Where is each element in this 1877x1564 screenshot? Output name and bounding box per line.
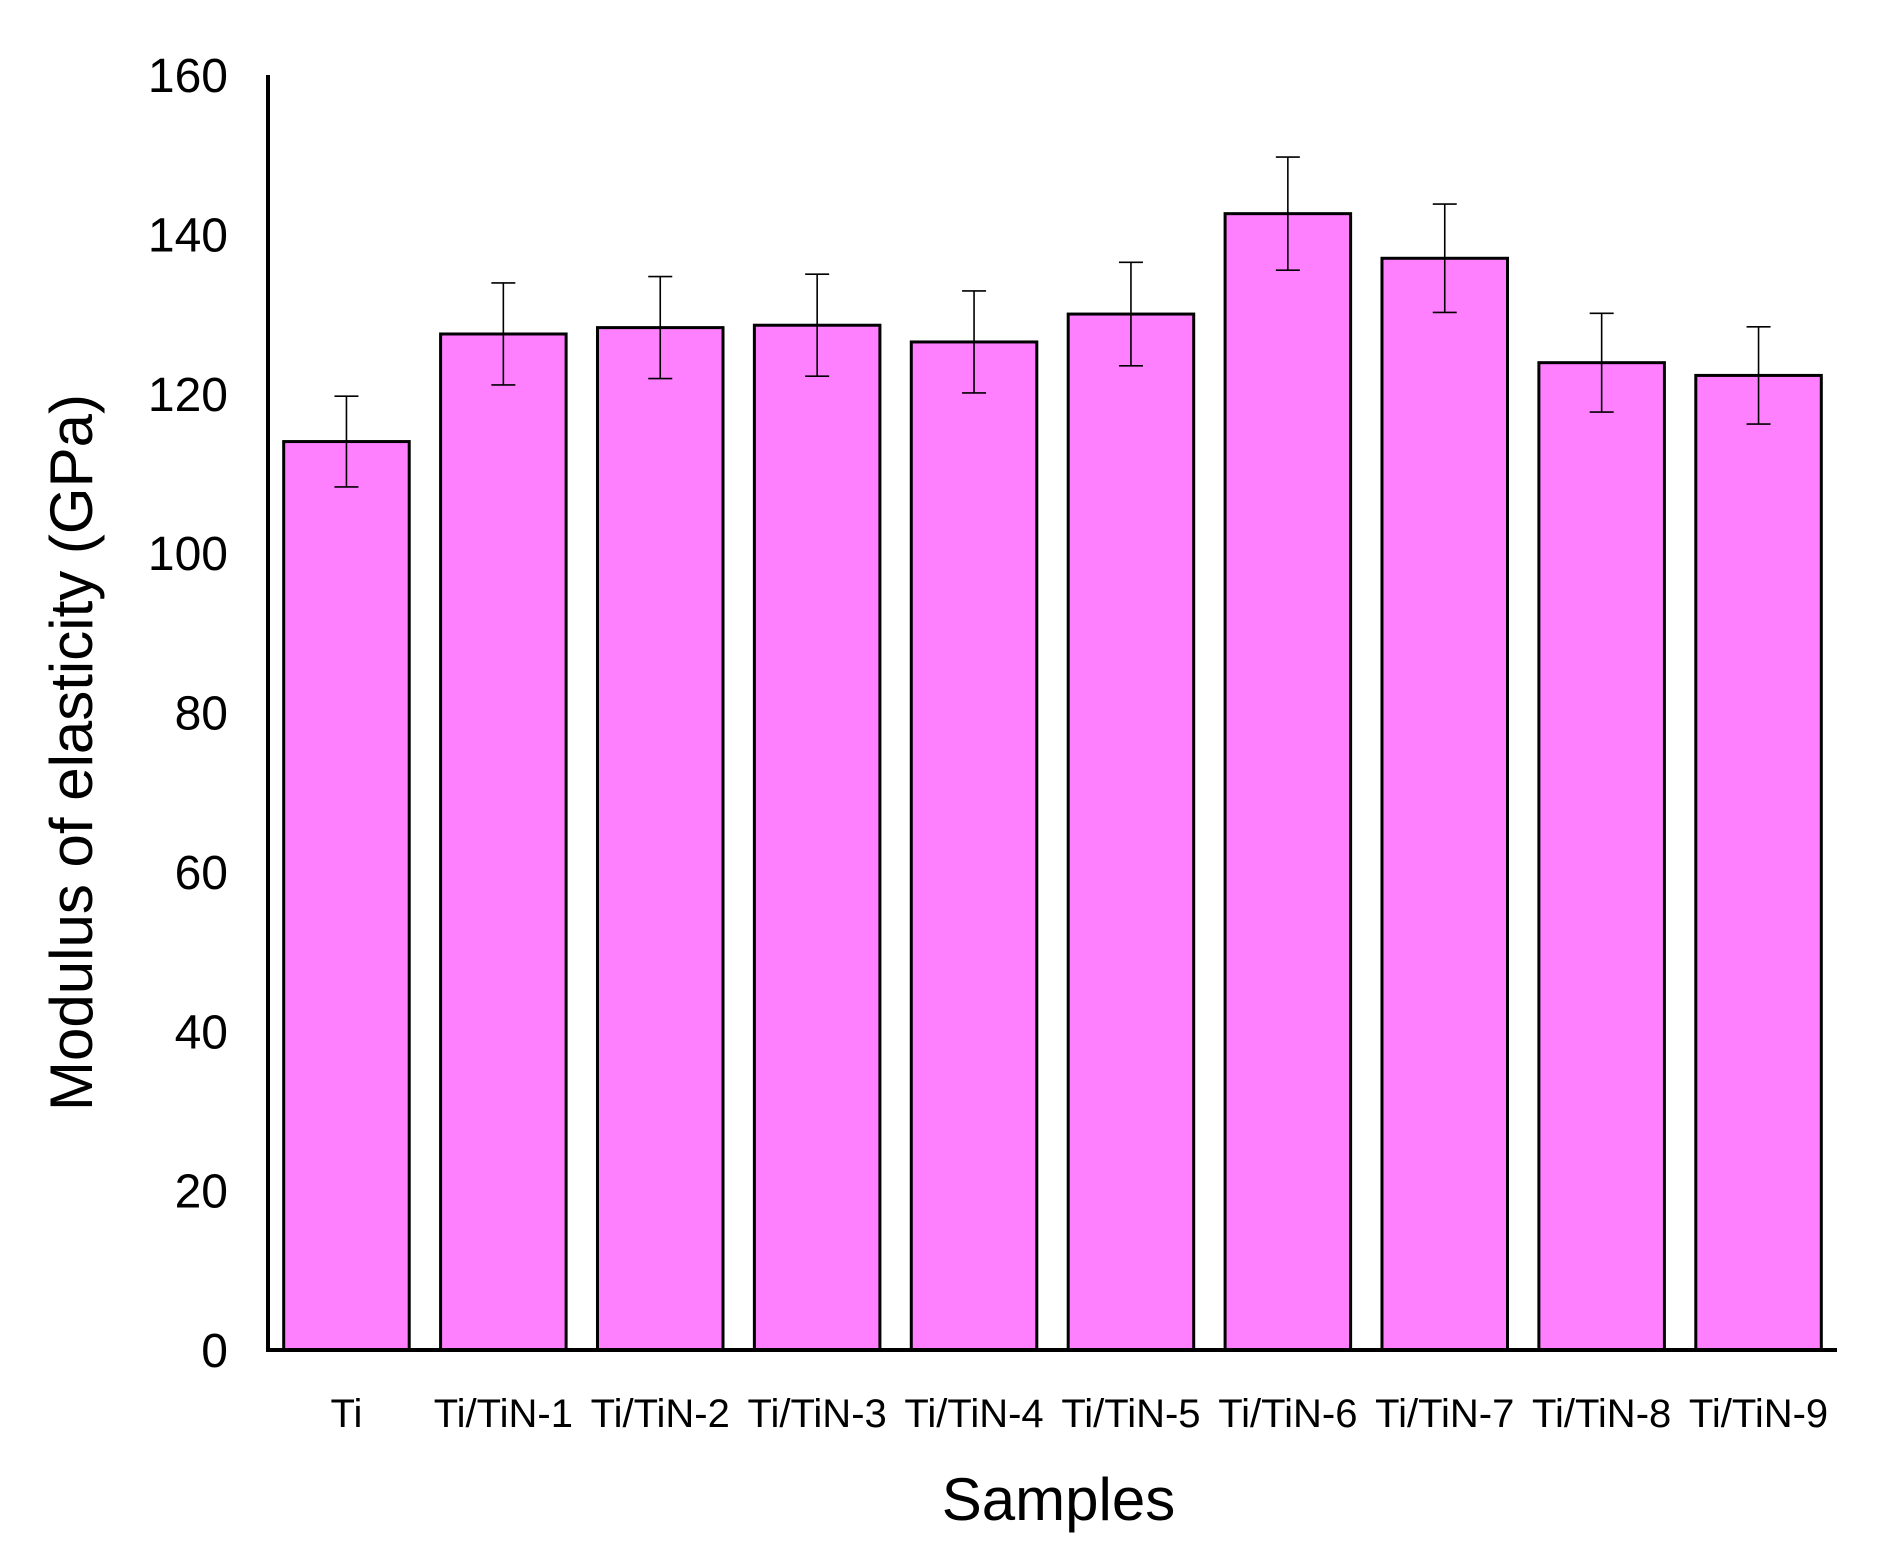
error-bar bbox=[1275, 156, 1300, 272]
y-tick-label: 140 bbox=[148, 209, 228, 262]
y-tick-label: 40 bbox=[175, 1006, 228, 1059]
x-tick-label: Ti/TiN-6 bbox=[1218, 1392, 1357, 1436]
error-bar bbox=[648, 275, 673, 380]
x-tick-labels: Ti Ti/TiN-1 Ti/TiN-2 Ti/TiN-3 Ti/TiN-4 Ti/TiN… bbox=[331, 1392, 1829, 1436]
bar bbox=[1380, 256, 1510, 1352]
bar bbox=[439, 332, 568, 1352]
y-axis-title: Modulus of elasticity (GPa) bbox=[38, 394, 105, 1111]
y-tick-label: 0 bbox=[201, 1325, 228, 1378]
y-tick-labels: 0 20 40 60 80 100 120 140 160 bbox=[148, 50, 228, 1378]
y-tick-label: 120 bbox=[148, 369, 228, 422]
axes-layer bbox=[266, 75, 1837, 1352]
x-tick-label: Ti/TiN-5 bbox=[1061, 1392, 1200, 1436]
x-tick-label: Ti bbox=[331, 1392, 363, 1436]
x-tick-label: Ti/TiN-1 bbox=[434, 1392, 573, 1436]
x-tick-label: Ti/TiN-8 bbox=[1532, 1392, 1671, 1436]
error-bar bbox=[1589, 312, 1614, 413]
bar bbox=[1223, 212, 1353, 1352]
bars-layer bbox=[282, 212, 1823, 1352]
x-axis-title: Samples bbox=[942, 1466, 1175, 1533]
bar bbox=[909, 340, 1039, 1352]
x-tick-label: Ti/TiN-3 bbox=[748, 1392, 887, 1436]
error-bar bbox=[334, 395, 359, 488]
bar bbox=[1694, 373, 1823, 1352]
error-bar bbox=[962, 290, 987, 394]
bar bbox=[282, 440, 411, 1352]
error-bar bbox=[1746, 326, 1771, 425]
x-tick-label: Ti/TiN-7 bbox=[1375, 1392, 1514, 1436]
error-bars-layer bbox=[334, 156, 1771, 488]
error-bar bbox=[1118, 261, 1143, 367]
bar bbox=[595, 326, 725, 1352]
x-tick-label: Ti/TiN-4 bbox=[904, 1392, 1043, 1436]
bar bbox=[752, 323, 882, 1352]
y-tick-label: 100 bbox=[148, 528, 228, 581]
error-bar bbox=[1432, 203, 1457, 314]
x-tick-label: Ti/TiN-9 bbox=[1689, 1392, 1828, 1436]
y-tick-label: 20 bbox=[175, 1166, 228, 1219]
bar bbox=[1537, 361, 1666, 1352]
y-tick-label: 80 bbox=[175, 688, 228, 741]
error-bar bbox=[491, 282, 516, 386]
error-bar bbox=[805, 273, 830, 378]
x-tick-label: Ti/TiN-2 bbox=[591, 1392, 730, 1436]
y-tick-label: 60 bbox=[175, 847, 228, 900]
y-tick-label: 160 bbox=[148, 50, 228, 103]
bar bbox=[1066, 312, 1196, 1352]
